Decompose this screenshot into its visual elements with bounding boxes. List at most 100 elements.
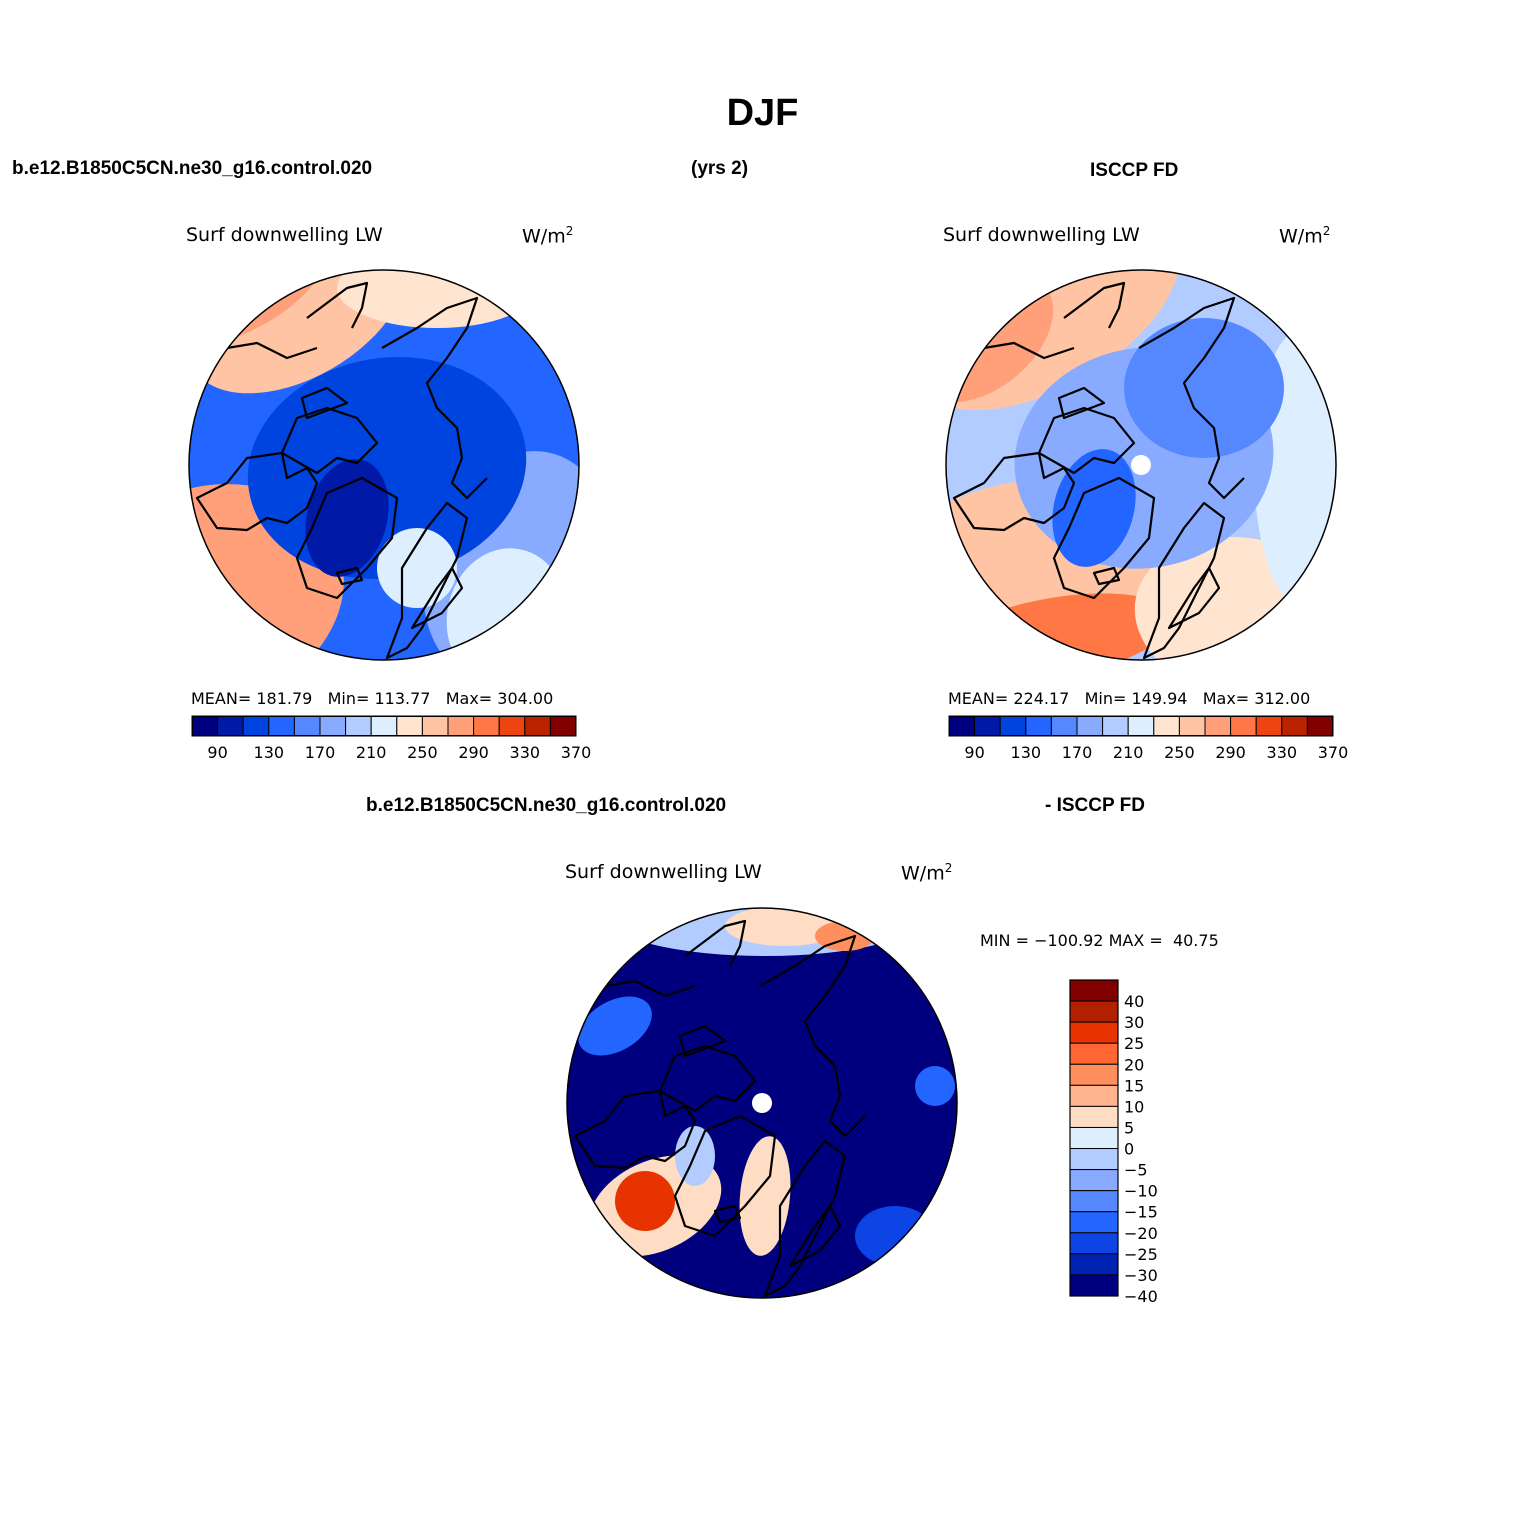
coastline <box>226 341 318 360</box>
panel2-min-label: Min= <box>1084 689 1127 708</box>
coastline <box>381 296 488 500</box>
panel3-title: Surf downwelling LW <box>565 861 762 883</box>
colorbar-box <box>1069 1021 1119 1044</box>
colorbar-box <box>1069 1084 1119 1107</box>
colorbar-box <box>1069 1190 1119 1213</box>
colorbar-box <box>1069 1105 1119 1128</box>
panel2-stats: MEAN= 224.17 Min= 149.94 Max= 312.00 <box>948 689 1310 708</box>
colorbar-box <box>1281 715 1308 737</box>
panel1-mean-value: 181.79 <box>256 689 313 708</box>
panel1-colorbar: 90 130 170 210 250 290 330 370 <box>191 715 591 762</box>
coastline <box>1167 566 1221 630</box>
colorbar-tick-label: −15 <box>1124 1203 1158 1222</box>
coastline <box>306 281 369 329</box>
colorbar-tick-label: −20 <box>1124 1224 1158 1243</box>
panel3-map <box>566 907 958 1299</box>
colorbar-box <box>498 715 526 737</box>
panel1-units-base: W/m <box>522 225 566 248</box>
map-field <box>567 908 957 1298</box>
panel2-max-value: 312.00 <box>1254 689 1311 708</box>
colorbar-box <box>999 715 1027 737</box>
colorbar-tick-label: 370 <box>1318 743 1349 762</box>
colorbar-frame <box>192 716 576 736</box>
colorbar-frame <box>949 716 1333 736</box>
colorbar-box <box>1069 1042 1119 1065</box>
case-label: b.e12.B1850C5CN.ne30_g16.control.020 <box>12 158 373 179</box>
coastline <box>385 501 469 660</box>
diff-obs-label: - ISCCP FD <box>1045 795 1145 816</box>
coastline <box>573 1089 697 1170</box>
panel1-max-label: Max= <box>445 689 493 708</box>
coastline <box>300 386 349 420</box>
colorbar-box <box>421 715 449 737</box>
colorbar-box <box>1178 715 1206 737</box>
colorbar-tick-label: 250 <box>1164 743 1195 762</box>
colorbar-box <box>1127 715 1155 737</box>
panel1-units: W/m2 <box>522 224 573 247</box>
coastline <box>713 1204 742 1224</box>
colorbar-tick-label: 10 <box>1124 1097 1144 1116</box>
coastline <box>678 1024 727 1058</box>
colorbar-tick-label: 330 <box>510 743 541 762</box>
panel3-units: W/m2 <box>901 861 952 884</box>
colorbar-tick-label: 170 <box>1062 743 1093 762</box>
colorbar-tick-label: 130 <box>1011 743 1042 762</box>
colorbar-box <box>1069 1148 1119 1171</box>
panel1-map <box>188 269 580 661</box>
panel2-colorbar: 90 130 170 210 250 290 330 370 <box>948 715 1348 762</box>
colorbar-tick-label: 290 <box>458 743 489 762</box>
panel2-mean-value: 224.17 <box>1013 689 1070 708</box>
map-boundary <box>566 907 958 1299</box>
colorbar-tick-label: 370 <box>561 743 592 762</box>
colorbar-tick-label: 130 <box>254 743 285 762</box>
panel2-max-label: Max= <box>1202 689 1250 708</box>
panel3-units-exp: 2 <box>944 861 953 875</box>
colorbar-box <box>549 715 577 737</box>
colorbar-box <box>345 715 372 737</box>
colorbar-box <box>974 715 1001 737</box>
map-boundary <box>188 269 580 661</box>
panel3-units-base: W/m <box>901 862 945 885</box>
colorbar-tick-label: 30 <box>1124 1013 1144 1032</box>
field-region <box>615 1171 675 1231</box>
field-region <box>855 1206 935 1266</box>
coastline <box>1092 566 1121 586</box>
panel3-max-label: MAX = <box>1108 931 1163 950</box>
coastline <box>983 341 1075 360</box>
colorbar-box <box>1255 715 1283 737</box>
map-boundary <box>945 269 1337 661</box>
coastline <box>410 566 464 630</box>
colorbar-tick-label: 5 <box>1124 1118 1134 1137</box>
obs-label: ISCCP FD <box>1090 160 1179 181</box>
colorbar-box <box>1069 1063 1119 1086</box>
colorbar-box <box>1069 1169 1119 1192</box>
colorbar-tick-label: 40 <box>1124 992 1144 1011</box>
colorbar-box <box>1050 715 1078 737</box>
colorbar-tick-label: 250 <box>407 743 438 762</box>
colorbar-box <box>1069 1211 1119 1234</box>
colorbar-box <box>319 715 347 737</box>
panel2-title: Surf downwelling LW <box>943 224 1140 246</box>
map-field <box>189 270 579 660</box>
field-region <box>1052 449 1136 567</box>
colorbar-tick-label: 210 <box>1113 743 1144 762</box>
colorbar-box <box>396 715 423 737</box>
panel2-units-base: W/m <box>1279 225 1323 248</box>
colorbar-box <box>1069 979 1119 1002</box>
coastline <box>1138 296 1245 500</box>
colorbar-box <box>1076 715 1104 737</box>
panel3-colorbar: 40 30 25 20 15 10 5 0 −5 −10 −15 −20 −25 −30 −40 <box>1069 979 1158 1306</box>
coastline <box>684 919 747 967</box>
colorbar-box <box>242 715 270 737</box>
colorbar-box <box>1069 1253 1119 1276</box>
colorbar-box <box>1069 1126 1119 1150</box>
panel1-max-value: 304.00 <box>497 689 554 708</box>
missing-data-pole <box>1131 455 1151 475</box>
colorbar-box <box>1069 1000 1119 1023</box>
panel3-min-label: MIN = <box>980 931 1029 950</box>
colorbar-box <box>524 715 551 737</box>
panel3-max-value: 40.75 <box>1172 931 1219 950</box>
coastline <box>763 1139 847 1298</box>
panel1-stats: MEAN= 181.79 Min= 113.77 Max= 304.00 <box>191 689 553 708</box>
colorbar-tick-label: −5 <box>1124 1161 1148 1180</box>
